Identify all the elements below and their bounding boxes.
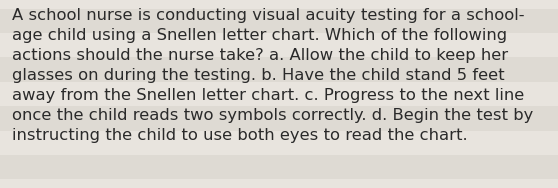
Bar <box>0 57 558 82</box>
Bar <box>0 8 558 33</box>
Bar <box>0 155 558 180</box>
Text: A school nurse is conducting visual acuity testing for a school-
age child using: A school nurse is conducting visual acui… <box>12 8 533 143</box>
Bar <box>0 82 558 106</box>
Bar <box>0 106 558 131</box>
Bar <box>0 33 558 57</box>
Bar <box>0 131 558 155</box>
